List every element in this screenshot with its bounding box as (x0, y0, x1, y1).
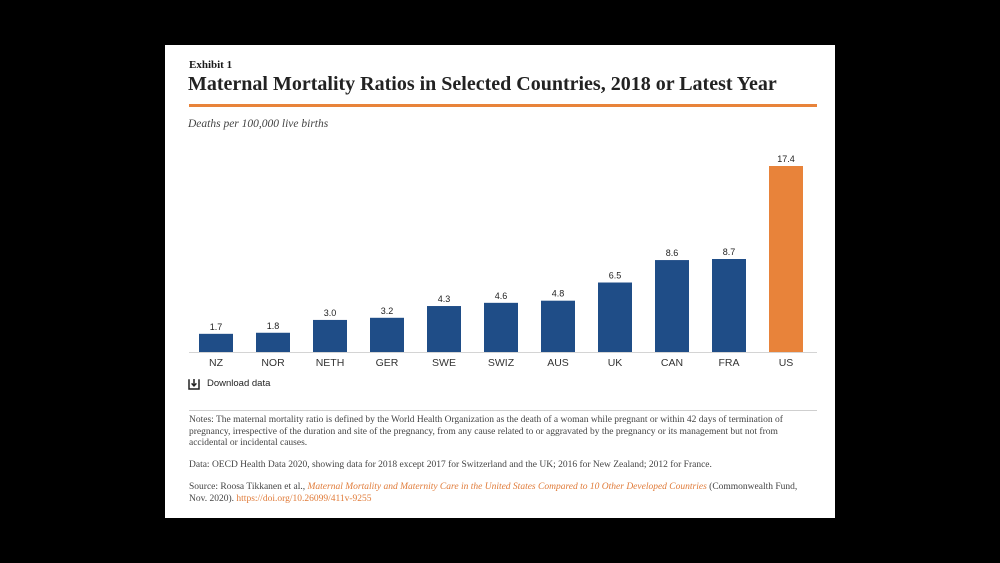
bar-ger (370, 317, 404, 352)
download-data-label: Download data (207, 378, 271, 389)
value-label-neth: 3.0 (324, 308, 337, 318)
notes-divider (189, 410, 817, 411)
data-source-text: Data: OECD Health Data 2020, showing dat… (189, 460, 712, 470)
exhibit-label: Exhibit 1 (189, 59, 233, 71)
y-axis-unit-label: Deaths per 100,000 live births (188, 118, 329, 130)
chart-title: Maternal Mortality Ratios in Selected Co… (188, 73, 777, 95)
category-label-swiz: SWIZ (488, 357, 515, 369)
source-citation: Source: Roosa Tikkanen et al., Maternal … (189, 482, 817, 505)
value-label-nor: 1.8 (267, 321, 280, 331)
source-publisher: (Commonwealth Fund, Nov. 2020). (189, 482, 798, 504)
bar-swe (427, 306, 461, 352)
category-label-fra: FRA (719, 357, 740, 369)
category-label-ger: GER (376, 357, 399, 369)
value-label-can: 8.6 (666, 248, 679, 258)
bar-fra (712, 259, 746, 352)
value-label-fra: 8.7 (723, 247, 736, 257)
value-label-ger: 3.2 (381, 306, 394, 316)
value-label-nz: 1.7 (210, 322, 223, 332)
category-label-neth: NETH (316, 357, 345, 369)
source-title-link[interactable]: Maternal Mortality and Maternity Care in… (307, 482, 707, 492)
category-label-nz: NZ (209, 357, 224, 369)
title-rule (189, 104, 817, 107)
bar-aus (541, 300, 575, 352)
download-icon (188, 378, 200, 390)
bar-neth (313, 319, 347, 352)
bar-nz (199, 333, 233, 352)
source-url-link[interactable]: https://doi.org/10.26099/411v-9255 (236, 493, 372, 504)
category-label-us: US (779, 357, 794, 369)
bar-chart: 1.7 NZ 1.8 NOR 3.0 NETH 3.2 GER 4.3 SWE 4.6 SWIZ 4.8… (189, 154, 817, 369)
download-data-button[interactable]: Download data (188, 377, 270, 391)
value-label-aus: 4.8 (552, 289, 565, 299)
value-label-us: 17.4 (777, 154, 795, 164)
category-label-uk: UK (608, 357, 623, 369)
bar-swiz (484, 302, 518, 352)
bar-can (655, 260, 689, 352)
value-label-uk: 6.5 (609, 271, 622, 281)
category-label-can: CAN (661, 357, 683, 369)
bar-uk (598, 282, 632, 352)
category-label-nor: NOR (261, 357, 285, 369)
bar-nor (256, 332, 290, 352)
category-label-swe: SWE (432, 357, 456, 369)
bar-us (769, 166, 803, 352)
notes-text: Notes: The maternal mortality ratio is d… (189, 415, 783, 448)
category-label-aus: AUS (547, 357, 569, 369)
source-prefix: Source: Roosa Tikkanen et al., (189, 482, 306, 492)
value-label-swiz: 4.6 (495, 291, 508, 301)
value-label-swe: 4.3 (438, 294, 451, 304)
exhibit-card: Exhibit 1 Maternal Mortality Ratios in S… (165, 45, 835, 518)
